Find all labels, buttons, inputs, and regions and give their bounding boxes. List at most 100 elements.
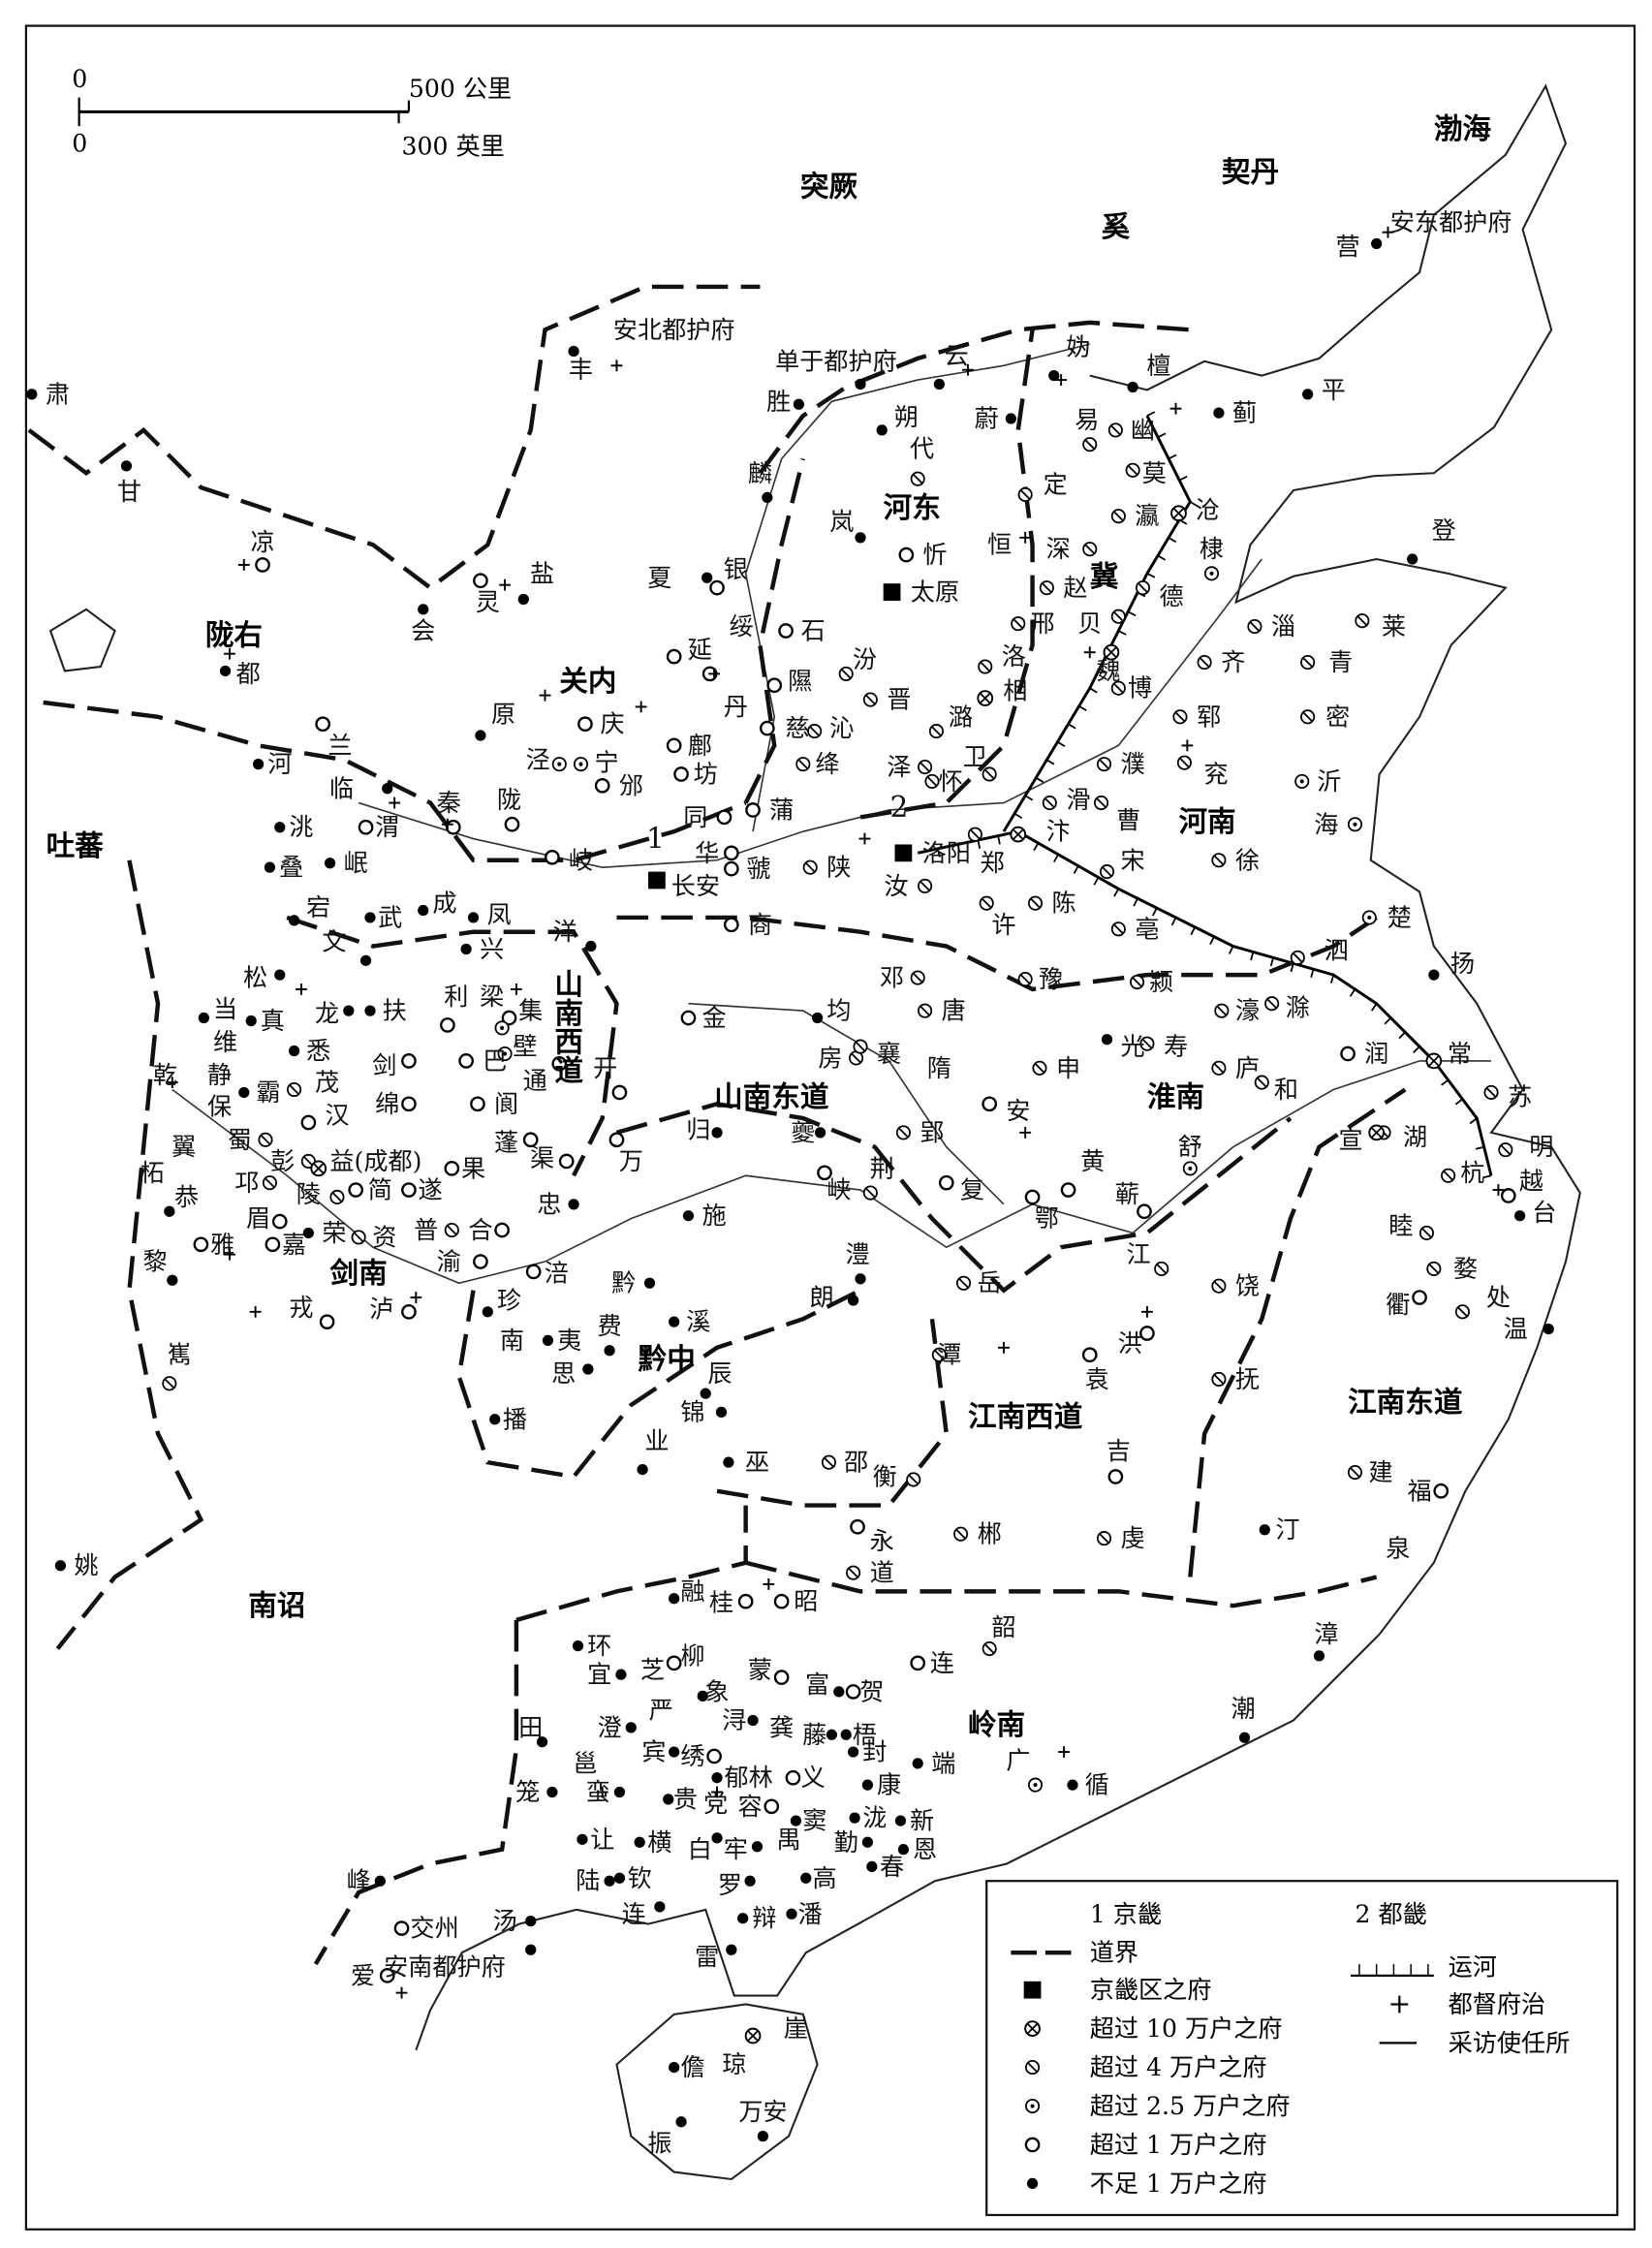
prefecture-marker-lt1	[866, 1860, 878, 1873]
prefecture-label: 黔	[611, 1269, 636, 1297]
legend-boundary: 道界	[1090, 1939, 1138, 1967]
prefecture-marker-x2_5	[551, 757, 567, 772]
prefecture-marker-x1	[1412, 1290, 1427, 1305]
prefecture-label: 濮	[1121, 750, 1145, 778]
prefecture-marker-x1	[348, 1182, 364, 1198]
prefecture-marker-x4	[918, 1003, 933, 1018]
prefecture-marker-lt1	[418, 604, 429, 615]
prefecture-marker-x4	[1032, 1060, 1047, 1076]
dudu-plus-marker	[510, 984, 522, 995]
prefecture-marker-x4	[953, 1526, 969, 1542]
prefecture-marker-lt1	[643, 1277, 656, 1289]
prefecture-label: 夷	[557, 1327, 581, 1355]
prefecture-label: 商	[748, 911, 772, 939]
prefecture-label: 莱	[1382, 612, 1406, 640]
prefecture-marker-lt1	[637, 1463, 648, 1476]
prefecture-label: 丰	[569, 356, 593, 384]
region-label: 黔中	[639, 1343, 696, 1376]
prefecture-label: 同	[683, 803, 707, 831]
prefecture-label: 甘	[117, 478, 141, 506]
prefecture-label: 朗	[809, 1284, 833, 1312]
prefecture-marker-x4	[906, 1472, 921, 1487]
prefecture-marker-capital	[883, 583, 901, 601]
prefecture-label: 登	[1432, 516, 1456, 545]
prefecture-marker-lt1	[517, 593, 529, 606]
prefecture-marker-lt1	[238, 1086, 250, 1099]
prefecture-marker-x1	[1139, 1326, 1155, 1341]
prefecture-marker-x2_5	[1027, 1777, 1044, 1793]
prefecture-label: 党	[703, 1790, 728, 1818]
prefecture-marker-lt1	[711, 1772, 723, 1784]
prefecture-label: 象	[704, 1677, 729, 1705]
prefecture-marker-x4	[931, 1347, 947, 1362]
prefecture-marker-x4	[1197, 655, 1212, 671]
prefecture-label: 滁	[1286, 994, 1310, 1022]
prefecture-marker-x1	[766, 677, 783, 694]
prefecture-label: 长安	[671, 872, 720, 900]
prefecture-marker-x1	[759, 720, 775, 736]
prefecture-label: 融	[680, 1577, 704, 1606]
prefecture-marker-x1	[501, 1010, 517, 1026]
prefecture-label: 申	[1056, 1054, 1080, 1082]
prefecture-label: 黎	[142, 1248, 167, 1276]
prefecture-marker-x1	[845, 1684, 861, 1700]
prefecture-marker-lt1	[542, 1334, 554, 1347]
prefecture-label: 峡	[826, 1176, 851, 1204]
prefecture-marker-lt1	[288, 915, 300, 926]
prefecture-label: 兰	[327, 732, 352, 760]
prefecture-label: 端	[931, 1749, 955, 1777]
prefecture-label: 渠	[530, 1144, 554, 1172]
prefecture-marker-lt1	[615, 1669, 627, 1680]
prefecture-marker-x4	[1211, 1371, 1227, 1387]
prefecture-label: 杭	[1460, 1159, 1484, 1187]
prefecture-marker-x10	[1368, 1124, 1386, 1141]
prefecture-marker-x4	[924, 773, 940, 789]
dudu-plus-marker	[962, 363, 974, 376]
prefecture-label: 湖	[1403, 1123, 1427, 1151]
region-label: 河东	[884, 491, 941, 524]
legend-x2-5: 超过 2.5 万户之府	[1090, 2092, 1291, 2120]
region-label: 突厥	[800, 170, 858, 203]
prefecture-marker-lt1	[669, 2061, 680, 2074]
prefecture-marker-x1	[315, 716, 331, 733]
prefecture-label: 集	[518, 997, 543, 1025]
prefecture-label: 辩	[752, 1904, 776, 1932]
prefecture-label: 许	[991, 911, 1015, 939]
prefecture-marker-x4	[1483, 1084, 1499, 1100]
prefecture-marker-lt1	[894, 1815, 907, 1826]
dudu-plus-marker	[441, 818, 453, 830]
prefecture-marker-x4	[258, 1132, 273, 1147]
prefecture-marker-lt1	[840, 1729, 852, 1740]
prefecture-marker-lt1	[252, 759, 265, 770]
prefecture-label: 瀛	[1135, 502, 1159, 530]
prefecture-marker-lt1	[359, 954, 372, 966]
prefecture-label: 保	[207, 1093, 232, 1121]
prefecture-marker-lt1	[418, 904, 429, 917]
prefecture-marker-x1	[445, 819, 461, 835]
prefecture-label: 荆	[870, 1154, 894, 1182]
prefecture-marker-x10	[744, 2027, 762, 2045]
prefecture-marker-lt1	[855, 532, 866, 544]
prefecture-marker-x1	[440, 1017, 455, 1033]
region-label: 江南东道	[1348, 1386, 1463, 1419]
prefecture-marker-x1	[1024, 1189, 1041, 1205]
prefecture-label: 翼	[171, 1133, 196, 1161]
prefecture-label: 戎	[289, 1294, 313, 1322]
region-label: 南诏	[248, 1589, 305, 1622]
prefecture-label: 抚	[1235, 1365, 1260, 1393]
prefecture-label: 涪	[545, 1259, 569, 1287]
prefecture-label: 恭	[174, 1183, 199, 1211]
prefecture-marker-x4	[1096, 757, 1112, 772]
prefecture-marker-lt1	[382, 783, 393, 795]
prefecture-label: 滑	[1066, 786, 1090, 814]
prefecture-marker-x4	[329, 1189, 345, 1205]
prefecture-marker-x1	[737, 1593, 754, 1609]
prefecture-marker-lt1	[669, 1746, 680, 1758]
prefecture-label: 凉	[250, 528, 274, 556]
prefecture-marker-lt1	[1371, 237, 1383, 250]
prefecture-label: 营	[1336, 233, 1360, 261]
prefecture-label: 彭	[270, 1147, 295, 1175]
prefecture-label: 鄂	[1035, 1204, 1059, 1233]
prefecture-marker-x4	[1347, 1464, 1363, 1481]
prefecture-marker-x4	[807, 724, 823, 739]
